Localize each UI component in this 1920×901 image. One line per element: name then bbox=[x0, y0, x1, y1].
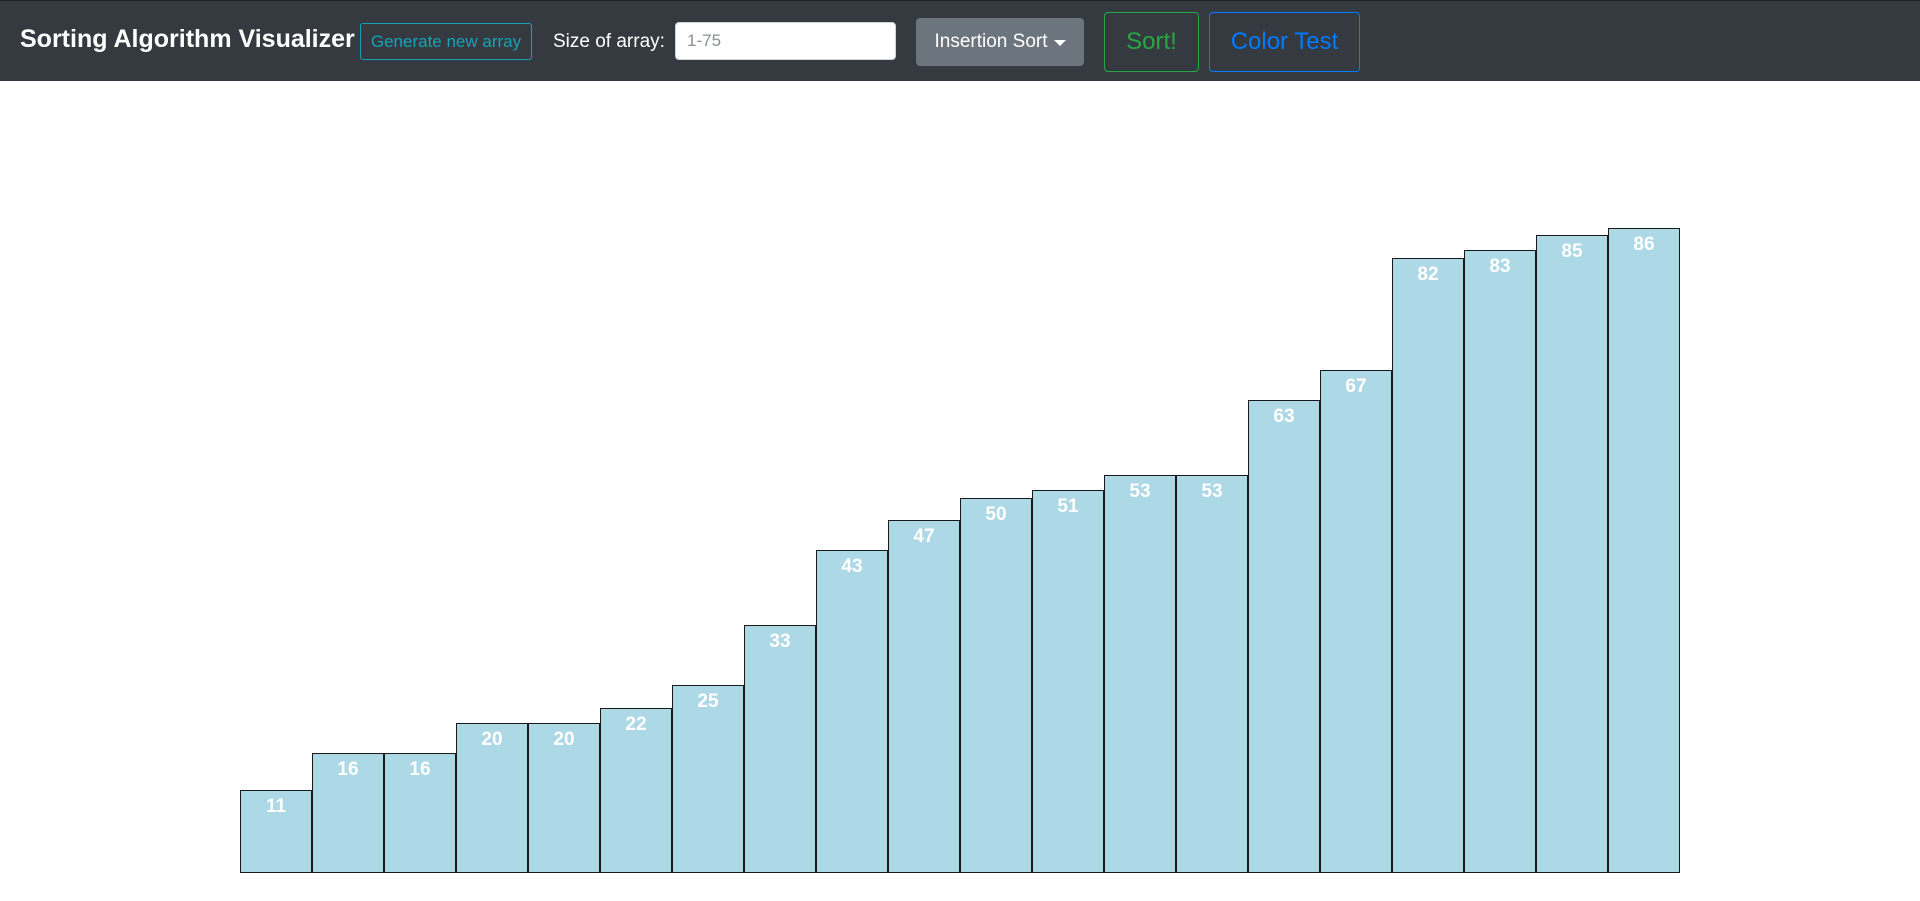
array-bar: 85 bbox=[1536, 235, 1608, 873]
bar-value-label: 67 bbox=[1345, 376, 1367, 397]
array-bar-chart: 11 16 16 20 20 22 25 33 43 47 50 51 53 53 63 67 82 83 85 86 bbox=[240, 100, 1680, 873]
bar-value-label: 63 bbox=[1273, 406, 1295, 427]
bar-value-label: 25 bbox=[697, 691, 719, 712]
array-bar: 47 bbox=[888, 520, 960, 873]
bar-value-label: 50 bbox=[985, 504, 1007, 525]
algorithm-dropdown[interactable]: Insertion Sort bbox=[916, 18, 1084, 66]
bar-value-label: 22 bbox=[625, 714, 647, 735]
navbar: Sorting Algorithm Visualizer Generate ne… bbox=[0, 0, 1920, 81]
bar-value-label: 33 bbox=[769, 631, 791, 652]
caret-down-icon bbox=[1053, 40, 1066, 46]
generate-array-button[interactable]: Generate new array bbox=[360, 23, 532, 60]
bar-value-label: 53 bbox=[1201, 481, 1223, 502]
array-bar: 67 bbox=[1320, 370, 1392, 873]
sort-button[interactable]: Sort! bbox=[1104, 12, 1199, 72]
array-bar: 63 bbox=[1248, 400, 1320, 873]
bar-value-label: 11 bbox=[265, 796, 287, 817]
bar-value-label: 20 bbox=[553, 729, 575, 750]
array-bar: 86 bbox=[1608, 228, 1680, 873]
color-test-button[interactable]: Color Test bbox=[1209, 12, 1360, 72]
bar-value-label: 43 bbox=[841, 556, 863, 577]
array-bar: 50 bbox=[960, 498, 1032, 873]
bar-value-label: 20 bbox=[481, 729, 503, 750]
array-bar: 16 bbox=[384, 753, 456, 873]
bar-value-label: 16 bbox=[337, 759, 359, 780]
bar-value-label: 16 bbox=[409, 759, 431, 780]
bar-value-label: 85 bbox=[1561, 241, 1583, 262]
array-bar: 83 bbox=[1464, 250, 1536, 873]
array-bar: 16 bbox=[312, 753, 384, 873]
bar-value-label: 51 bbox=[1057, 496, 1079, 517]
array-bar: 82 bbox=[1392, 258, 1464, 873]
array-bar: 20 bbox=[528, 723, 600, 873]
array-size-label: Size of array: bbox=[553, 31, 665, 52]
bar-value-label: 83 bbox=[1489, 256, 1511, 277]
array-size-input[interactable] bbox=[675, 22, 896, 60]
bar-value-label: 53 bbox=[1129, 481, 1151, 502]
brand-title[interactable]: Sorting Algorithm Visualizer bbox=[20, 25, 355, 53]
array-bar: 25 bbox=[672, 685, 744, 873]
array-bar: 33 bbox=[744, 625, 816, 873]
algorithm-dropdown-label: Insertion Sort bbox=[934, 31, 1048, 52]
array-bar: 22 bbox=[600, 708, 672, 873]
array-bar: 43 bbox=[816, 550, 888, 873]
bar-value-label: 82 bbox=[1417, 264, 1439, 285]
array-bar: 53 bbox=[1176, 475, 1248, 873]
bar-value-label: 86 bbox=[1633, 234, 1655, 255]
array-bar: 51 bbox=[1032, 490, 1104, 873]
array-bar: 20 bbox=[456, 723, 528, 873]
bar-value-label: 47 bbox=[913, 526, 935, 547]
array-bar: 53 bbox=[1104, 475, 1176, 873]
array-bar: 11 bbox=[240, 790, 312, 873]
